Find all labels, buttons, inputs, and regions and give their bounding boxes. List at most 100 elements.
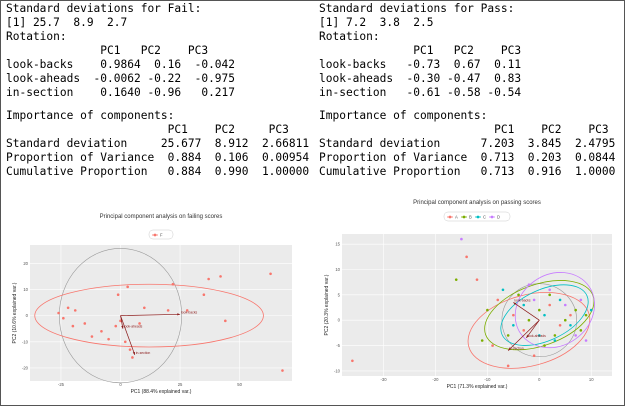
group-ellipse <box>500 284 589 346</box>
data-point <box>553 334 557 337</box>
group-ellipse <box>484 280 595 351</box>
data-point <box>584 339 588 342</box>
data-point <box>558 298 562 302</box>
legend-label: C <box>483 215 486 220</box>
fail-rotation-header: PC1 PC2 PC3 <box>6 44 209 57</box>
fail-importance-title: Importance of components: <box>6 109 175 122</box>
legend-key-point <box>490 215 494 219</box>
pass-importance-row: Cumulative Proportion 0.713 0.916 1.0000 <box>319 165 616 178</box>
loading-arrowhead <box>513 302 517 305</box>
y-tick-label: -10 <box>22 339 29 344</box>
data-point <box>166 309 170 312</box>
correlation-circle <box>58 248 183 384</box>
plot-panel <box>342 234 612 376</box>
data-point <box>538 334 541 337</box>
data-point <box>512 323 515 327</box>
fail-importance-row: Cumulative Proportion 0.884 0.990 1.0000… <box>6 165 310 178</box>
loading-label: look-backs <box>181 310 198 314</box>
fail-importance-row: Standard deviation 25.677 8.912 2.66811 <box>6 137 310 150</box>
x-tick-label: -30 <box>381 377 388 382</box>
loading-label: look-backs <box>514 298 531 302</box>
loading-arrowhead <box>508 347 511 351</box>
data-point <box>569 313 572 317</box>
pass-pca-biplot: Principal component analysis on passing … <box>324 200 612 390</box>
data-point <box>351 359 354 363</box>
data-point <box>553 339 557 342</box>
legend-key-point <box>448 215 452 219</box>
y-tick-label: 20 <box>23 261 28 266</box>
data-point <box>506 364 510 368</box>
data-point <box>548 288 551 292</box>
data-point <box>475 278 479 281</box>
plot-panel <box>30 245 292 381</box>
y-axis-label: PC2 (20.3% explained var.) <box>324 274 330 335</box>
data-point <box>57 311 60 315</box>
data-point <box>114 324 118 328</box>
data-point <box>185 309 189 312</box>
y-tick-label: 0 <box>338 318 341 323</box>
data-point <box>512 313 515 317</box>
data-point <box>558 323 562 327</box>
data-point <box>83 322 87 325</box>
data-point <box>574 334 577 337</box>
data-point <box>491 344 494 347</box>
data-point <box>496 298 500 302</box>
pass-importance-row: Proportion of Variance 0.713 0.203 0.084… <box>319 151 616 164</box>
fail-rotation-row: look-aheads -0.0062 -0.22 -0.975 <box>6 72 236 85</box>
legend-label: A <box>455 215 458 220</box>
data-point <box>548 303 551 307</box>
group-ellipse <box>514 272 595 349</box>
data-point <box>543 313 546 317</box>
pass-sd-values: [1] 7.2 3.8 2.5 <box>319 16 434 29</box>
group-ellipse <box>467 292 591 369</box>
data-point <box>563 318 567 322</box>
loading-arrow <box>507 319 540 351</box>
x-axis-label: PC1 (71.3% explained var.) <box>447 384 508 390</box>
data-point <box>548 293 551 297</box>
y-tick-label: 15 <box>335 242 340 247</box>
data-point <box>71 324 75 328</box>
data-point <box>563 303 567 307</box>
x-tick-label: 0 <box>119 382 122 387</box>
data-point <box>138 322 141 325</box>
data-point <box>66 306 70 310</box>
group-ellipse <box>34 283 264 348</box>
loading-arrowhead <box>177 313 181 316</box>
fail-importance-header: PC1 PC2 PC3 <box>6 123 289 136</box>
data-point <box>454 278 458 281</box>
legend-key-point <box>153 233 157 237</box>
fail-importance-row: Proportion of Variance 0.884 0.106 0.009… <box>6 151 310 164</box>
x-axis-label: PC1 (88.4% explained var.) <box>131 389 192 395</box>
pass-importance-title: Importance of components: <box>319 109 488 122</box>
data-point <box>171 282 175 286</box>
x-tick-label: 0 <box>538 377 541 382</box>
legend-key-point <box>462 215 466 219</box>
data-point <box>522 329 526 332</box>
data-point <box>480 339 484 342</box>
data-point <box>460 237 463 241</box>
x-tick-label: -25 <box>58 382 65 387</box>
data-point <box>131 356 134 359</box>
x-tick-label: 10 <box>589 377 594 382</box>
data-point <box>579 298 583 302</box>
data-point <box>506 334 510 337</box>
pass-rotation-label: Rotation: <box>319 30 380 43</box>
data-point <box>579 329 583 332</box>
loading-arrow <box>526 320 540 339</box>
legend-label: F <box>160 233 163 238</box>
pass-rotation-header: PC1 PC2 PC3 <box>319 44 522 57</box>
data-point <box>501 288 505 292</box>
fail-rotation-row: look-backs 0.9864 0.16 -0.042 <box>6 58 236 71</box>
data-point <box>100 330 103 333</box>
data-point <box>143 306 146 310</box>
data-point <box>538 308 541 312</box>
x-tick-label: 50 <box>237 382 242 387</box>
data-point <box>219 275 222 278</box>
fail-rotation-label: Rotation: <box>6 30 67 43</box>
data-point <box>574 308 577 312</box>
fail-pca-biplot: Principal component analysis on failing … <box>12 214 292 395</box>
y-axis-label: PC2 (10.6% explained var.) <box>12 282 18 343</box>
data-point <box>517 293 520 297</box>
data-point <box>269 272 272 276</box>
fail-sd-title: Standard deviations for Fail: <box>6 2 202 15</box>
